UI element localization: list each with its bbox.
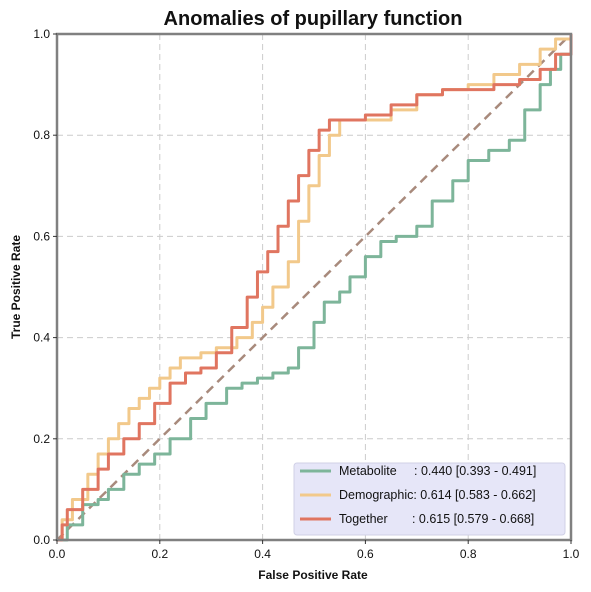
x-tick-label: 0.6 — [357, 547, 374, 561]
legend-label-metabolite: Metabolite : 0.440 [0.393 - 0.491] — [339, 464, 536, 478]
x-tick-label: 0.0 — [49, 547, 66, 561]
legend-label-demographic: Demographic: 0.614 [0.583 - 0.662] — [339, 488, 536, 502]
x-axis-label: False Positive Rate — [258, 568, 368, 582]
legend-label-together: Together : 0.615 [0.579 - 0.668] — [339, 512, 534, 526]
legend-box — [293, 462, 566, 536]
plot-frame — [55, 32, 573, 542]
y-tick-label: 0.2 — [33, 432, 50, 446]
y-tick-label: 1.0 — [33, 27, 50, 41]
y-tick-label: 0.8 — [33, 128, 50, 142]
axis-ticks: 0.0 0.2 0.4 0.6 0.8 1.0 0.0 0.2 0.4 0.6 0.8 1.0 — [33, 27, 579, 561]
chart-title: Anomalies of pupillary function — [164, 8, 463, 30]
y-tick-label: 0.4 — [33, 331, 50, 345]
series-line-together — [57, 34, 573, 542]
series-lines — [57, 34, 573, 542]
y-tick-label: 0.6 — [33, 229, 50, 243]
x-tick-label: 0.2 — [151, 547, 168, 561]
x-tick-label: 0.8 — [460, 547, 477, 561]
y-tick-label: 0.0 — [33, 533, 50, 547]
x-tick-label: 1.0 — [563, 547, 580, 561]
chance-diagonal — [56, 33, 572, 541]
y-axis-label: True Positive Rate — [9, 235, 23, 339]
legend: Metabolite : 0.440 [0.393 - 0.491] Demogr… — [293, 462, 566, 536]
series-line-metabolite — [57, 34, 573, 542]
x-tick-label: 0.4 — [254, 547, 271, 561]
